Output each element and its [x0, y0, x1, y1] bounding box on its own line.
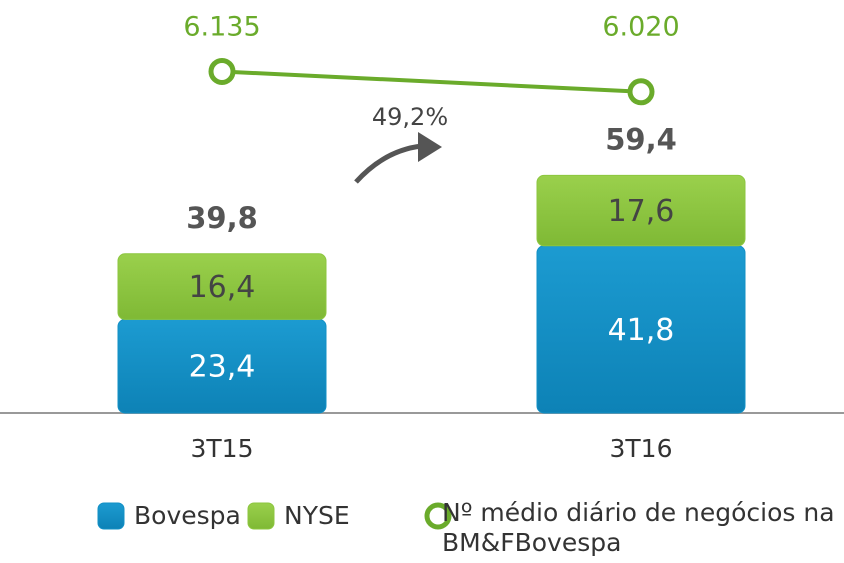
value-label: 41,8 [608, 313, 675, 348]
line-value-label: 6.135 [183, 12, 260, 43]
bar-segment [117, 253, 327, 320]
legend-label: Nº médio diário de negócios na BM&FBoves… [442, 498, 835, 557]
legend-swatch [424, 502, 452, 530]
growth-arrow-head [418, 132, 442, 162]
growth-arrow [354, 143, 423, 184]
bar-segment [536, 174, 746, 247]
legend-swatch [247, 502, 275, 530]
value-label: 23,4 [189, 350, 256, 385]
total-label: 59,4 [605, 122, 677, 156]
line-marker [208, 57, 236, 85]
x-tick-label: 3T16 [610, 434, 673, 463]
line-marker [627, 78, 655, 106]
value-label: 16,4 [189, 270, 256, 305]
legend-label: Bovespa [134, 501, 241, 530]
legend-swatch [97, 502, 125, 530]
line-value-label: 6.020 [602, 12, 679, 43]
value-label: 17,6 [608, 194, 675, 229]
total-label: 39,8 [186, 201, 258, 235]
legend-label: NYSE [284, 501, 350, 530]
annotation: 49,2% [372, 103, 448, 131]
line [221, 69, 642, 94]
x-tick-label: 3T15 [191, 434, 254, 463]
